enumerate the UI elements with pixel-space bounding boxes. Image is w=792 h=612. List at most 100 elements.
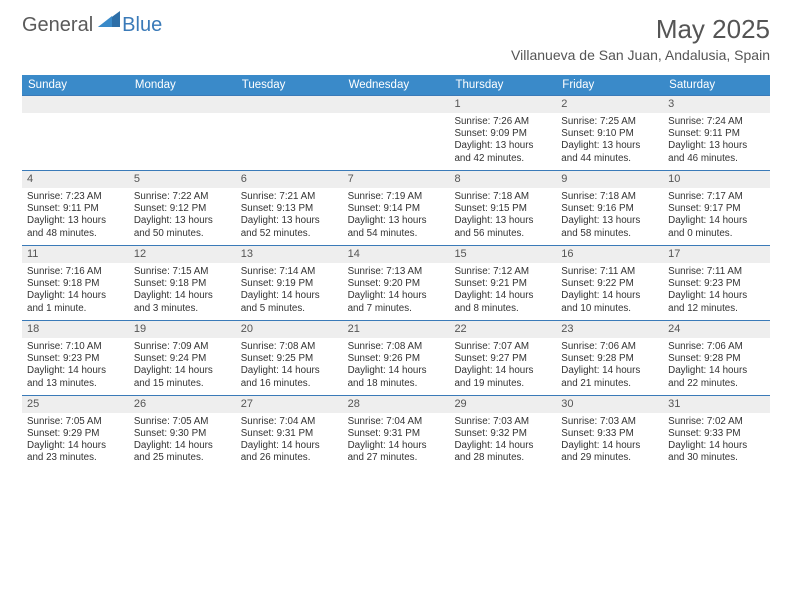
day-daylight2: and 23 minutes. bbox=[27, 452, 124, 464]
day-daylight1: Daylight: 14 hours bbox=[134, 440, 231, 452]
day-cell: Sunrise: 7:17 AMSunset: 9:17 PMDaylight:… bbox=[663, 188, 770, 245]
day-cell: Sunrise: 7:03 AMSunset: 9:32 PMDaylight:… bbox=[449, 413, 556, 470]
weeks-container: 123Sunrise: 7:26 AMSunset: 9:09 PMDaylig… bbox=[22, 95, 770, 470]
day-number: 14 bbox=[343, 246, 450, 263]
logo: General Blue bbox=[22, 14, 162, 37]
day-sunset: Sunset: 9:29 PM bbox=[27, 428, 124, 440]
day-cell: Sunrise: 7:08 AMSunset: 9:25 PMDaylight:… bbox=[236, 338, 343, 395]
day-cell: Sunrise: 7:03 AMSunset: 9:33 PMDaylight:… bbox=[556, 413, 663, 470]
day-number: 30 bbox=[556, 396, 663, 413]
day-sunset: Sunset: 9:09 PM bbox=[454, 128, 551, 140]
day-sunrise: Sunrise: 7:14 AM bbox=[241, 266, 338, 278]
day-daylight2: and 25 minutes. bbox=[134, 452, 231, 464]
day-sunset: Sunset: 9:11 PM bbox=[27, 203, 124, 215]
day-sunset: Sunset: 9:23 PM bbox=[668, 278, 765, 290]
day-number: 5 bbox=[129, 171, 236, 188]
day-cell: Sunrise: 7:25 AMSunset: 9:10 PMDaylight:… bbox=[556, 113, 663, 170]
day-sunrise: Sunrise: 7:05 AM bbox=[134, 416, 231, 428]
day-daylight2: and 29 minutes. bbox=[561, 452, 658, 464]
day-daylight1: Daylight: 14 hours bbox=[27, 290, 124, 302]
day-daylight2: and 16 minutes. bbox=[241, 378, 338, 390]
day-daylight1: Daylight: 13 hours bbox=[134, 215, 231, 227]
day-sunset: Sunset: 9:15 PM bbox=[454, 203, 551, 215]
day-number: 7 bbox=[343, 171, 450, 188]
day-sunset: Sunset: 9:33 PM bbox=[668, 428, 765, 440]
day-cell: Sunrise: 7:07 AMSunset: 9:27 PMDaylight:… bbox=[449, 338, 556, 395]
day-header: Sunday bbox=[22, 75, 129, 95]
day-number: 23 bbox=[556, 321, 663, 338]
day-sunset: Sunset: 9:26 PM bbox=[348, 353, 445, 365]
day-daylight1: Daylight: 13 hours bbox=[561, 215, 658, 227]
day-daylight1: Daylight: 14 hours bbox=[27, 440, 124, 452]
day-number: 20 bbox=[236, 321, 343, 338]
day-sunset: Sunset: 9:12 PM bbox=[134, 203, 231, 215]
day-sunrise: Sunrise: 7:05 AM bbox=[27, 416, 124, 428]
day-sunset: Sunset: 9:27 PM bbox=[454, 353, 551, 365]
page-header: General Blue May 2025 Villanueva de San … bbox=[0, 0, 792, 67]
logo-triangle-icon bbox=[98, 11, 120, 32]
day-sunrise: Sunrise: 7:17 AM bbox=[668, 191, 765, 203]
day-cell: Sunrise: 7:21 AMSunset: 9:13 PMDaylight:… bbox=[236, 188, 343, 245]
day-daylight2: and 56 minutes. bbox=[454, 228, 551, 240]
day-number: 15 bbox=[449, 246, 556, 263]
day-number: 9 bbox=[556, 171, 663, 188]
logo-text-general: General bbox=[22, 14, 93, 37]
day-cell: Sunrise: 7:19 AMSunset: 9:14 PMDaylight:… bbox=[343, 188, 450, 245]
day-daylight2: and 8 minutes. bbox=[454, 303, 551, 315]
day-cell bbox=[236, 113, 343, 170]
day-cell: Sunrise: 7:24 AMSunset: 9:11 PMDaylight:… bbox=[663, 113, 770, 170]
day-cell: Sunrise: 7:06 AMSunset: 9:28 PMDaylight:… bbox=[556, 338, 663, 395]
calendar: Sunday Monday Tuesday Wednesday Thursday… bbox=[22, 75, 770, 470]
daynum-row: 25262728293031 bbox=[22, 395, 770, 413]
day-number: 12 bbox=[129, 246, 236, 263]
day-cell bbox=[22, 113, 129, 170]
day-daylight1: Daylight: 14 hours bbox=[348, 365, 445, 377]
day-sunrise: Sunrise: 7:22 AM bbox=[134, 191, 231, 203]
day-number: 18 bbox=[22, 321, 129, 338]
day-daylight1: Daylight: 14 hours bbox=[561, 440, 658, 452]
day-daylight2: and 28 minutes. bbox=[454, 452, 551, 464]
day-sunset: Sunset: 9:14 PM bbox=[348, 203, 445, 215]
day-sunrise: Sunrise: 7:02 AM bbox=[668, 416, 765, 428]
day-daylight2: and 52 minutes. bbox=[241, 228, 338, 240]
day-daylight2: and 1 minute. bbox=[27, 303, 124, 315]
day-daylight2: and 58 minutes. bbox=[561, 228, 658, 240]
day-daylight1: Daylight: 14 hours bbox=[454, 440, 551, 452]
day-cell: Sunrise: 7:06 AMSunset: 9:28 PMDaylight:… bbox=[663, 338, 770, 395]
day-sunset: Sunset: 9:21 PM bbox=[454, 278, 551, 290]
day-sunrise: Sunrise: 7:04 AM bbox=[241, 416, 338, 428]
day-number: 28 bbox=[343, 396, 450, 413]
day-daylight1: Daylight: 14 hours bbox=[561, 290, 658, 302]
day-daylight1: Daylight: 14 hours bbox=[668, 365, 765, 377]
day-daylight2: and 27 minutes. bbox=[348, 452, 445, 464]
day-sunrise: Sunrise: 7:13 AM bbox=[348, 266, 445, 278]
day-daylight1: Daylight: 14 hours bbox=[668, 215, 765, 227]
day-daylight2: and 44 minutes. bbox=[561, 153, 658, 165]
day-cell: Sunrise: 7:18 AMSunset: 9:15 PMDaylight:… bbox=[449, 188, 556, 245]
day-sunrise: Sunrise: 7:09 AM bbox=[134, 341, 231, 353]
day-sunrise: Sunrise: 7:06 AM bbox=[668, 341, 765, 353]
day-daylight2: and 18 minutes. bbox=[348, 378, 445, 390]
day-sunset: Sunset: 9:22 PM bbox=[561, 278, 658, 290]
day-daylight2: and 48 minutes. bbox=[27, 228, 124, 240]
week-row: Sunrise: 7:23 AMSunset: 9:11 PMDaylight:… bbox=[22, 188, 770, 245]
day-cell: Sunrise: 7:22 AMSunset: 9:12 PMDaylight:… bbox=[129, 188, 236, 245]
day-number: 13 bbox=[236, 246, 343, 263]
day-daylight1: Daylight: 13 hours bbox=[668, 140, 765, 152]
day-daylight2: and 15 minutes. bbox=[134, 378, 231, 390]
day-sunset: Sunset: 9:23 PM bbox=[27, 353, 124, 365]
day-number: 1 bbox=[449, 96, 556, 113]
day-daylight1: Daylight: 13 hours bbox=[454, 215, 551, 227]
day-sunrise: Sunrise: 7:18 AM bbox=[454, 191, 551, 203]
day-daylight1: Daylight: 14 hours bbox=[241, 440, 338, 452]
week-row: Sunrise: 7:16 AMSunset: 9:18 PMDaylight:… bbox=[22, 263, 770, 320]
title-block: May 2025 Villanueva de San Juan, Andalus… bbox=[511, 14, 770, 63]
day-number: 29 bbox=[449, 396, 556, 413]
page-title: May 2025 bbox=[511, 14, 770, 45]
week-row: Sunrise: 7:05 AMSunset: 9:29 PMDaylight:… bbox=[22, 413, 770, 470]
daynum-row: 45678910 bbox=[22, 170, 770, 188]
day-number bbox=[343, 96, 450, 113]
day-cell: Sunrise: 7:23 AMSunset: 9:11 PMDaylight:… bbox=[22, 188, 129, 245]
day-cell: Sunrise: 7:15 AMSunset: 9:18 PMDaylight:… bbox=[129, 263, 236, 320]
day-daylight1: Daylight: 14 hours bbox=[454, 365, 551, 377]
